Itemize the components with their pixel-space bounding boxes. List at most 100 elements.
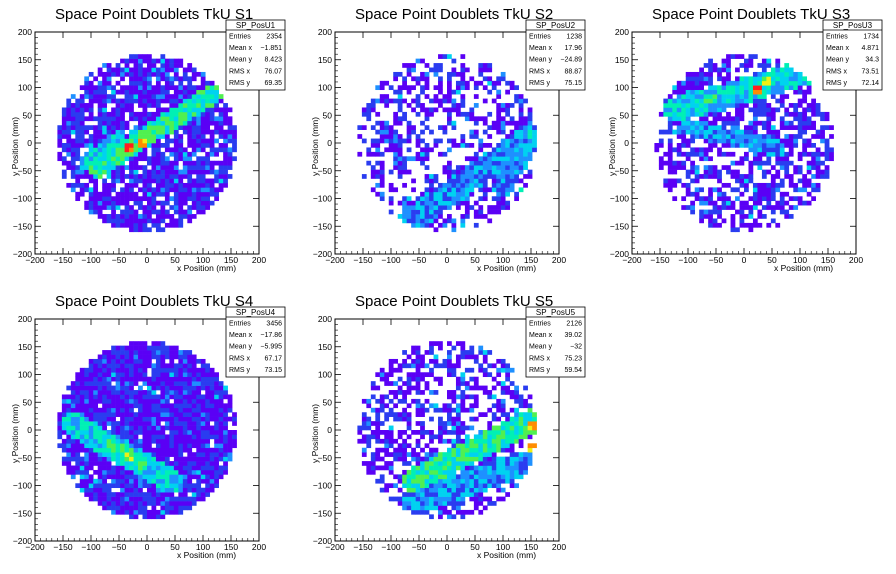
heatmap-cell <box>111 85 116 91</box>
heatmap-cell <box>111 443 116 449</box>
heatmap-cell <box>424 505 430 511</box>
heatmap-cell <box>93 169 99 175</box>
heatmap-cell <box>133 390 139 395</box>
heatmap-cell <box>708 58 713 64</box>
heatmap-cell <box>496 178 502 184</box>
heatmap-cell <box>106 205 112 210</box>
heatmap-cell <box>111 363 116 369</box>
heatmap-cell <box>66 447 72 453</box>
heatmap-cell <box>744 200 749 206</box>
heatmap-cell <box>115 398 121 404</box>
heatmap-cell <box>182 469 188 475</box>
heatmap-cell <box>370 103 376 108</box>
heatmap-cell <box>138 438 143 444</box>
heatmap-cell <box>160 134 166 139</box>
heatmap-cell <box>757 191 763 197</box>
heatmap-cell <box>79 98 85 104</box>
heatmap-cell <box>424 71 430 77</box>
heatmap-cell <box>155 200 161 206</box>
heatmap-cell <box>469 461 475 466</box>
heatmap-cell <box>694 94 700 99</box>
heatmap-cell <box>726 165 731 170</box>
heatmap-cell <box>178 125 184 130</box>
heatmap-cell <box>361 138 367 144</box>
heatmap-cell <box>111 434 116 440</box>
heatmap-cell <box>178 214 184 219</box>
heatmap-cell <box>160 509 166 515</box>
heatmap-cell <box>473 487 479 493</box>
heatmap-cell <box>694 174 700 179</box>
heatmap-cell <box>397 452 403 457</box>
heatmap-cell <box>151 120 157 126</box>
heatmap-cell <box>685 125 691 130</box>
heatmap-cell <box>388 138 394 144</box>
heatmap-cell <box>106 465 112 471</box>
heatmap-cell <box>111 222 116 228</box>
heatmap-cell <box>500 147 506 153</box>
heatmap-cell <box>375 430 381 435</box>
heatmap-cell <box>178 461 184 466</box>
heatmap-cell <box>227 174 233 179</box>
heatmap-cell <box>205 487 211 493</box>
heatmap-cell <box>138 412 143 417</box>
heatmap-cell <box>84 456 90 462</box>
heatmap-cell <box>770 134 776 139</box>
heatmap-cell <box>447 358 452 364</box>
heatmap-cell <box>115 421 121 426</box>
y-tick-label: 50 <box>23 110 33 120</box>
heatmap-cell <box>178 94 184 99</box>
heatmap-cell <box>61 394 67 400</box>
heatmap-cell <box>88 456 94 462</box>
heatmap-cell <box>75 456 81 462</box>
heatmap-cell <box>447 178 452 184</box>
heatmap-cell <box>133 376 139 382</box>
heatmap-cell <box>191 160 197 166</box>
heatmap-cell <box>88 465 94 471</box>
heatmap-cell <box>115 196 121 202</box>
heatmap-cell <box>173 147 179 153</box>
stats-row-label: Mean x <box>229 332 252 339</box>
heatmap-cell <box>473 160 479 166</box>
heatmap-cell <box>744 80 749 86</box>
heatmap-cell <box>509 160 515 166</box>
heatmap-cell <box>532 125 537 130</box>
heatmap-cell <box>464 425 470 431</box>
heatmap-cell <box>155 403 161 409</box>
heatmap-cell <box>147 80 152 86</box>
heatmap-cell <box>415 390 421 395</box>
heatmap-cell <box>129 358 134 364</box>
heatmap-cell <box>57 156 63 162</box>
heatmap-cell <box>455 205 461 210</box>
heatmap-cell <box>487 134 493 139</box>
heatmap-cell <box>187 174 193 179</box>
heatmap-cell <box>209 129 215 135</box>
heatmap-cell <box>415 381 421 386</box>
heatmap-cell <box>784 200 790 206</box>
heatmap-cell <box>124 430 130 435</box>
heatmap-cell <box>164 403 170 409</box>
heatmap-cell <box>169 443 175 449</box>
heatmap-cell <box>460 63 466 68</box>
stats-histogram-name: SP_PosU4 <box>236 308 276 317</box>
heatmap-cell <box>200 376 206 382</box>
heatmap-cell <box>160 107 166 113</box>
heatmap-cell <box>169 376 175 382</box>
heatmap-cell <box>402 218 407 224</box>
heatmap-cell <box>124 187 130 193</box>
heatmap-cell <box>75 390 81 395</box>
heatmap-cell <box>218 452 224 457</box>
heatmap-cell <box>133 71 139 77</box>
heatmap-cell <box>784 85 790 91</box>
heatmap-cell <box>393 187 399 193</box>
heatmap-cell <box>160 209 166 215</box>
heatmap-cell <box>200 478 206 484</box>
heatmap-cell <box>191 425 197 431</box>
heatmap-cell <box>797 125 803 130</box>
heatmap-cell <box>415 438 421 444</box>
heatmap-cell <box>97 394 103 400</box>
heatmap-cell <box>802 76 808 82</box>
heatmap-cell <box>182 434 188 440</box>
heatmap-cell <box>120 191 125 197</box>
heatmap-cell <box>739 191 745 197</box>
heatmap-cell <box>703 125 709 130</box>
